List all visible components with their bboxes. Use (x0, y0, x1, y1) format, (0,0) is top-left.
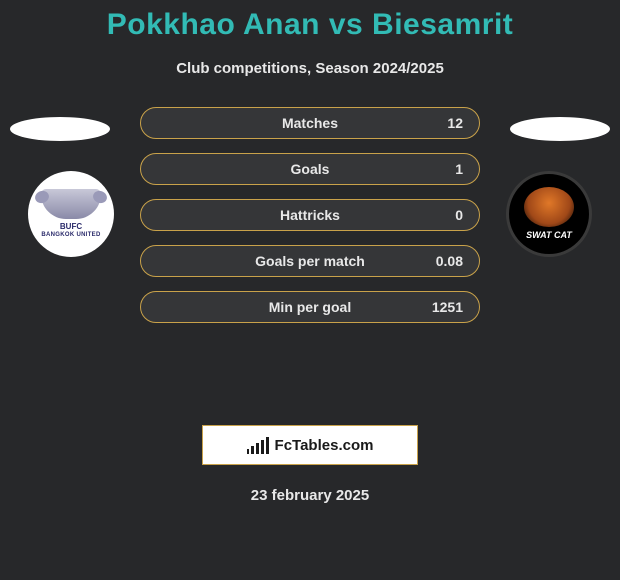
stat-value: 1 (455, 161, 463, 177)
stat-row-goals-per-match: Goals per match 0.08 (140, 245, 480, 277)
stat-rows: Matches 12 Goals 1 Hattricks 0 Goals per… (140, 107, 480, 323)
team-badge-left: BUFC BANGKOK UNITED (28, 171, 114, 257)
stat-value: 12 (447, 115, 463, 131)
page-subtitle: Club competitions, Season 2024/2025 (0, 60, 620, 77)
brand-link[interactable]: FcTables.com (202, 425, 418, 465)
stat-value: 0.08 (436, 253, 463, 269)
stat-row-matches: Matches 12 (140, 107, 480, 139)
snapshot-date: 23 february 2025 (0, 487, 620, 504)
stat-value: 1251 (432, 299, 463, 315)
page-title: Pokkhao Anan vs Biesamrit (0, 0, 620, 42)
team-left-name: BANGKOK UNITED (41, 232, 100, 239)
stat-row-hattricks: Hattricks 0 (140, 199, 480, 231)
stat-value: 0 (455, 207, 463, 223)
team-right-name: SWAT CAT (522, 229, 576, 241)
brand-text: FcTables.com (275, 437, 374, 454)
comparison-panel: BUFC BANGKOK UNITED SWAT CAT Matches 12 … (0, 107, 620, 407)
stat-label: Min per goal (141, 299, 479, 315)
team-left-abbr: BUFC (60, 223, 82, 232)
stat-row-min-per-goal: Min per goal 1251 (140, 291, 480, 323)
wings-icon (41, 189, 101, 219)
bar-chart-icon (247, 436, 269, 454)
team-badge-right-art: SWAT CAT (522, 187, 576, 241)
team-badge-left-art: BUFC BANGKOK UNITED (41, 189, 101, 238)
stat-row-goals: Goals 1 (140, 153, 480, 185)
stat-label: Goals per match (141, 253, 479, 269)
tiger-icon (524, 187, 574, 227)
player-photo-left-placeholder (10, 117, 110, 141)
stat-label: Goals (141, 161, 479, 177)
stat-label: Matches (141, 115, 479, 131)
team-badge-right: SWAT CAT (506, 171, 592, 257)
stat-label: Hattricks (141, 207, 479, 223)
player-photo-right-placeholder (510, 117, 610, 141)
